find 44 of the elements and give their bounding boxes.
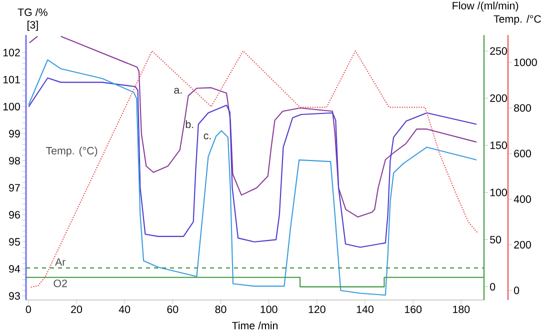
x-axis-title: Time /min — [232, 322, 278, 330]
y-tick-label: 98 — [9, 156, 20, 165]
y-tick-label: 93 — [9, 292, 20, 300]
y-tick-label: 94 — [9, 265, 20, 273]
y-tick-label: 97 — [9, 184, 20, 192]
y3-tick-label: 200 — [514, 241, 531, 249]
x-tick-label: 100 — [260, 306, 278, 314]
x-tick-label: 0 — [26, 306, 31, 314]
x-tick-label: 140 — [356, 306, 374, 314]
y3-axis-title: Temp. /°C — [494, 14, 541, 25]
y2-tick-label: 250 — [490, 47, 507, 55]
y2-tick-label: 200 — [490, 94, 507, 102]
y3-tick-label: 1000 — [514, 58, 537, 66]
y-tick-label: 99 — [9, 130, 20, 138]
series-label: O2 — [54, 280, 67, 288]
x-tick-label: 40 — [118, 306, 130, 314]
text: [3] — [28, 20, 38, 31]
y2-tick-label: 100 — [490, 188, 507, 196]
line-series — [28, 77, 478, 248]
y-tick-label: 100 — [3, 102, 20, 110]
y3-tick-label: 800 — [514, 104, 531, 112]
y2-tick-label: 0 — [490, 283, 496, 291]
y-tick-label: 101 — [3, 76, 20, 84]
series-label: Temp. (°C) — [46, 146, 98, 157]
y-tick-label: 96 — [9, 211, 20, 219]
y-axis-title: TG /% — [18, 8, 48, 16]
y3-tick-label: 400 — [514, 195, 531, 203]
x-tick-label: 160 — [404, 306, 422, 314]
x-tick-label: 20 — [71, 306, 82, 314]
y2-tick-label: 50 — [490, 236, 502, 244]
annotation: a. — [174, 88, 182, 94]
annotation: c. — [204, 133, 211, 140]
y3-tick-label: 0 — [514, 286, 520, 294]
x-tick-label: 120 — [308, 306, 326, 314]
x-tick-label: 60 — [167, 306, 178, 314]
y-tick-label: 95 — [9, 238, 20, 246]
y-tick-label: 102 — [3, 48, 20, 56]
y2-axis-title: Flow /(ml/min) — [452, 2, 518, 12]
x-tick-label: 80 — [215, 306, 226, 314]
series-label: Ar — [55, 258, 66, 266]
x-tick-label: 180 — [453, 306, 470, 314]
annotation: b. — [186, 120, 194, 128]
y3-tick-label: 600 — [514, 150, 531, 158]
y2-tick-label: 150 — [490, 142, 507, 150]
